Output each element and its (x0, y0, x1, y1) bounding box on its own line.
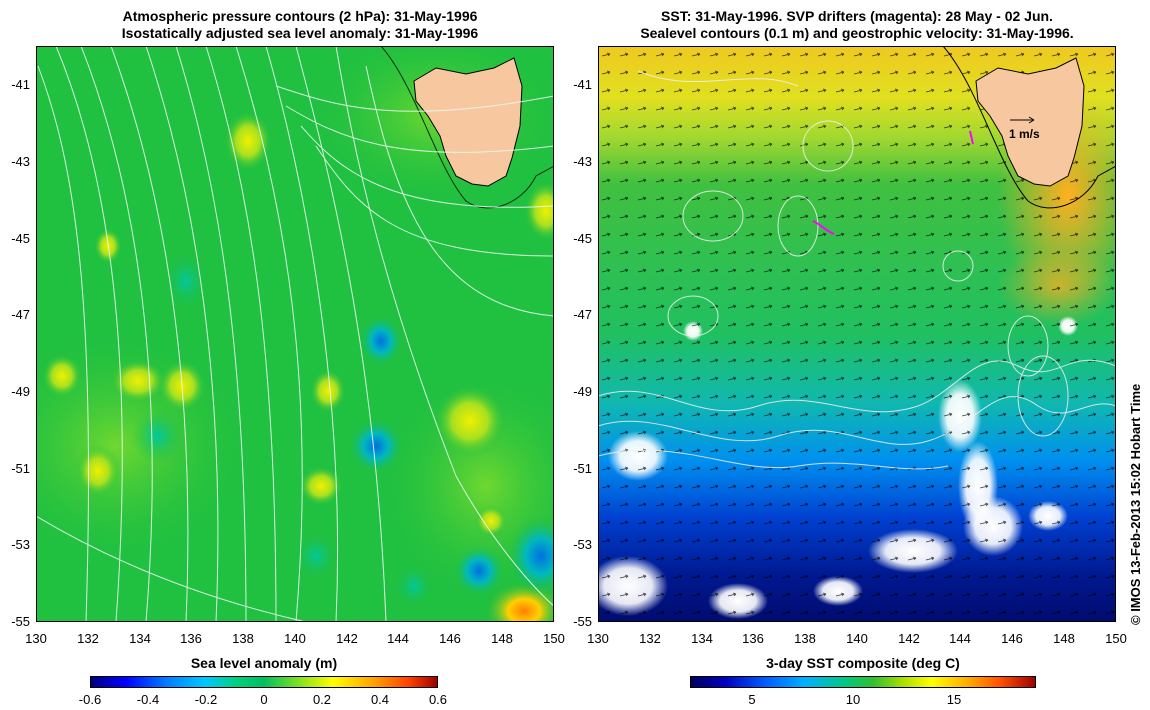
sst-map[interactable]: 1 m/s (598, 46, 1116, 622)
lat-tick-label: -51 (573, 461, 592, 476)
colorbar-tick-label: 0 (260, 692, 268, 707)
lon-tick-label: 144 (949, 631, 971, 646)
colorbar-tick-label: -0.6 (78, 692, 102, 707)
lon-tick-label: 144 (387, 631, 409, 646)
sst-colorbar (690, 676, 1036, 688)
lat-tick-label: -55 (573, 614, 592, 629)
lon-tick-label: 146 (439, 631, 461, 646)
sst-colorbar-title: 3-day SST composite (deg C) (766, 655, 960, 671)
sealevel-contours (598, 70, 1116, 470)
colorbar-tick-label: 0.2 (312, 692, 332, 707)
left-title-line1: Atmospheric pressure contours (2 hPa): 3… (122, 8, 478, 24)
lon-tick-label: 138 (794, 631, 816, 646)
right-title-line2: Sealevel contours (0.1 m) and geostrophi… (640, 25, 1074, 41)
velocity-scale-label: 1 m/s (1009, 127, 1040, 141)
lon-tick-label: 130 (25, 631, 47, 646)
colorbar-tick-label: 10 (845, 692, 861, 707)
sea-level-colorbar (90, 676, 438, 688)
lon-tick-label: 134 (691, 631, 713, 646)
colorbar-tick-label: -0.4 (136, 692, 160, 707)
lat-tick-label: -47 (573, 307, 592, 322)
colorbar-tick-label: 0.4 (370, 692, 390, 707)
lon-tick-label: 140 (284, 631, 306, 646)
right-panel-title: SST: 31-May-1996. SVP drifters (magenta)… (598, 8, 1116, 42)
lon-tick-label: 148 (1053, 631, 1075, 646)
lon-tick-label: 132 (639, 631, 661, 646)
left-title-line2: Isostatically adjusted sea level anomaly… (121, 25, 479, 41)
left-panel-title: Atmospheric pressure contours (2 hPa): 3… (40, 8, 560, 42)
lon-tick-label: 142 (898, 631, 920, 646)
lon-tick-label: 146 (1001, 631, 1023, 646)
lat-tick-label: -41 (11, 77, 30, 92)
lat-tick-label: -53 (11, 537, 30, 552)
colorbar-tick-label: 15 (946, 692, 962, 707)
lon-tick-label: 142 (336, 631, 358, 646)
lat-tick-label: -49 (573, 384, 592, 399)
lat-tick-label: -49 (11, 384, 30, 399)
lat-tick-label: -45 (573, 231, 592, 246)
lat-tick-label: -55 (11, 614, 30, 629)
tasmania-land (413, 57, 523, 187)
svp-drifter-track (812, 220, 835, 235)
right-title-line1: SST: 31-May-1996. SVP drifters (magenta)… (661, 8, 1053, 24)
lat-tick-label: -53 (573, 537, 592, 552)
pressure-contours (36, 46, 554, 622)
lon-tick-label: 150 (543, 631, 565, 646)
colorbar-tick-label: 0.6 (428, 692, 448, 707)
lon-tick-label: 134 (129, 631, 151, 646)
lat-tick-label: -43 (573, 154, 592, 169)
lat-tick-label: -51 (11, 461, 30, 476)
lat-tick-label: -41 (573, 77, 592, 92)
lon-tick-label: 136 (742, 631, 764, 646)
lon-tick-label: 140 (846, 631, 868, 646)
colorbar-tick-label: -0.2 (194, 692, 218, 707)
sea-level-anomaly-map[interactable] (36, 46, 554, 622)
lat-tick-label: -47 (11, 307, 30, 322)
lon-tick-label: 130 (587, 631, 609, 646)
colorbar-tick-label: 5 (748, 692, 756, 707)
lon-tick-label: 132 (77, 631, 99, 646)
lon-tick-label: 136 (180, 631, 202, 646)
lat-tick-label: -43 (11, 154, 30, 169)
lon-tick-label: 148 (491, 631, 513, 646)
lon-tick-label: 150 (1105, 631, 1127, 646)
sea-level-colorbar-title: Sea level anomaly (m) (190, 655, 338, 671)
lat-tick-label: -45 (11, 231, 30, 246)
imos-credit: © IMOS 13-Feb-2013 15:02 Hobart Time (1128, 383, 1143, 625)
lon-tick-label: 138 (232, 631, 254, 646)
